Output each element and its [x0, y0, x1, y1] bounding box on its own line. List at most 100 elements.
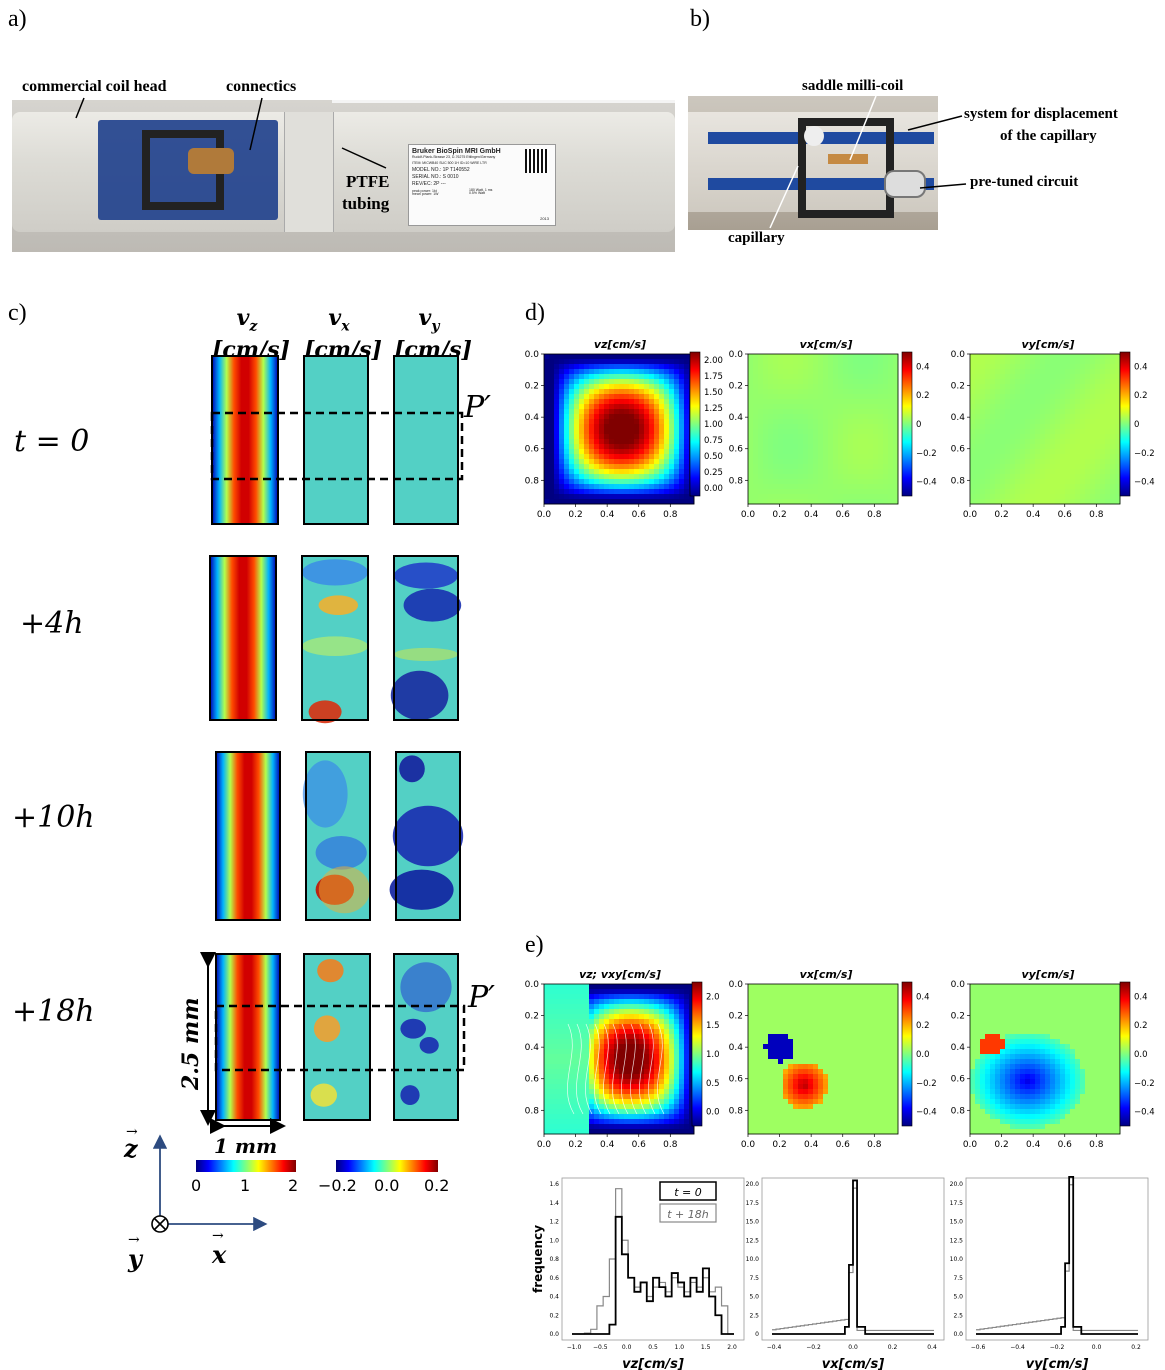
heatmap-cell	[1105, 489, 1111, 495]
heatmap-cell	[669, 1074, 675, 1080]
heatmap-cell	[833, 1074, 839, 1080]
heatmap-cell	[1110, 419, 1116, 425]
heatmap-cell	[823, 1019, 829, 1025]
heatmap-cell	[1030, 484, 1036, 490]
heatmap-cell	[1020, 439, 1026, 445]
heatmap-cell	[803, 354, 809, 360]
heatmap-cell	[808, 1014, 814, 1020]
heatmap-cell	[614, 1009, 620, 1015]
heatmap-cell	[858, 1019, 864, 1025]
heatmap-cell	[659, 384, 665, 390]
heatmap-cell	[1070, 369, 1076, 375]
heatmap-cell	[768, 454, 774, 460]
heatmap-cell	[1085, 994, 1091, 1000]
heatmap-cell	[818, 494, 824, 500]
heatmap-cell	[873, 1004, 879, 1010]
heatmap-cell	[848, 1069, 854, 1075]
heatmap-cell	[793, 1044, 799, 1050]
heatmap-cell	[818, 384, 824, 390]
heatmap-cell	[674, 1129, 680, 1135]
heatmap-cell	[564, 494, 570, 500]
heatmap-cell	[808, 1099, 814, 1105]
heatmap-cell	[1100, 1014, 1106, 1020]
heatmap-cell	[684, 354, 690, 360]
heatmap-cell	[1015, 399, 1021, 405]
heatmap-cell	[808, 1029, 814, 1035]
heatmap-cell	[1050, 409, 1056, 415]
heatmap-cell	[584, 454, 590, 460]
heatmap-cell	[883, 439, 889, 445]
heatmap-cell	[664, 369, 670, 375]
heatmap-cell	[644, 499, 650, 505]
heatmap-cell	[1105, 1029, 1111, 1035]
heatmap-cell	[584, 474, 590, 480]
heatmap-cell	[634, 1094, 640, 1100]
heatmap-cell	[1030, 359, 1036, 365]
heatmap-cell	[1060, 479, 1066, 485]
heatmap-cell	[1035, 989, 1041, 995]
heatmap-cell	[599, 444, 605, 450]
heatmap-cell	[654, 1069, 660, 1075]
heatmap-cell	[649, 394, 655, 400]
heatmap-cell	[853, 474, 859, 480]
heatmap-cell	[1030, 404, 1036, 410]
heatmap-cell	[564, 434, 570, 440]
heatmap-cell	[1035, 459, 1041, 465]
heatmap-cell	[818, 449, 824, 455]
heatmap-cell	[828, 354, 834, 360]
heatmap-cell	[873, 414, 879, 420]
heatmap-cell	[1045, 369, 1051, 375]
heatmap-cell	[1010, 439, 1016, 445]
heatmap-cell	[748, 1014, 754, 1020]
heatmap-cell	[684, 1084, 690, 1090]
heatmap-cell	[669, 464, 675, 470]
heatmap-cell	[823, 439, 829, 445]
heatmap-cell	[564, 399, 570, 405]
heatmap-cell	[1010, 469, 1016, 475]
heatmap-cell	[554, 459, 560, 465]
heatmap-cell	[644, 1054, 650, 1060]
heatmap-cell	[838, 1089, 844, 1095]
heatmap-cell	[873, 1044, 879, 1050]
heatmap-cell	[624, 399, 630, 405]
heatmap-cell	[674, 354, 680, 360]
heatmap-cell	[679, 469, 685, 475]
heatmap-cell	[679, 354, 685, 360]
heatmap-cell	[634, 1129, 640, 1135]
heatmap-cell	[579, 404, 585, 410]
heatmap-cell	[990, 424, 996, 430]
heatmap-cell	[773, 1084, 779, 1090]
heatmap-cell	[828, 414, 834, 420]
heatmap-cell	[970, 984, 976, 990]
heatmap-cell	[609, 1029, 615, 1035]
heatmap-cell	[1085, 399, 1091, 405]
heatmap-cell	[1005, 449, 1011, 455]
heatmap-cell	[599, 1084, 605, 1090]
heatmap-cell	[1045, 1004, 1051, 1010]
heatmap-cell	[674, 1069, 680, 1075]
heatmap-cell	[783, 999, 789, 1005]
heatmap-cell	[1055, 359, 1061, 365]
sticker-line-0: Bruker BioSpin MRI GmbH	[412, 148, 501, 155]
heatmap-cell	[679, 379, 685, 385]
heatmap-cell	[828, 389, 834, 395]
map-row2-col1	[302, 751, 371, 921]
heatmap-cell	[888, 409, 894, 415]
heatmap-cell	[684, 484, 690, 490]
heatmap-cell	[594, 434, 600, 440]
map-row0-col2	[393, 355, 459, 525]
heatmap-cell	[1025, 434, 1031, 440]
heatmap-cell	[574, 394, 580, 400]
heatmap-cell	[863, 364, 869, 370]
heatmap-cell	[853, 1069, 859, 1075]
heatmap-cell	[778, 479, 784, 485]
heatmap-cell	[768, 494, 774, 500]
heatmap-cell	[773, 464, 779, 470]
heatmap-cell	[559, 1104, 565, 1110]
heatmap-cell	[549, 474, 555, 480]
heatmap-cell	[773, 1114, 779, 1120]
heatmap-cell	[549, 424, 555, 430]
heatmap-cell	[554, 984, 560, 990]
panel-d-label: d)	[525, 300, 545, 326]
heatmap-cell	[838, 489, 844, 495]
